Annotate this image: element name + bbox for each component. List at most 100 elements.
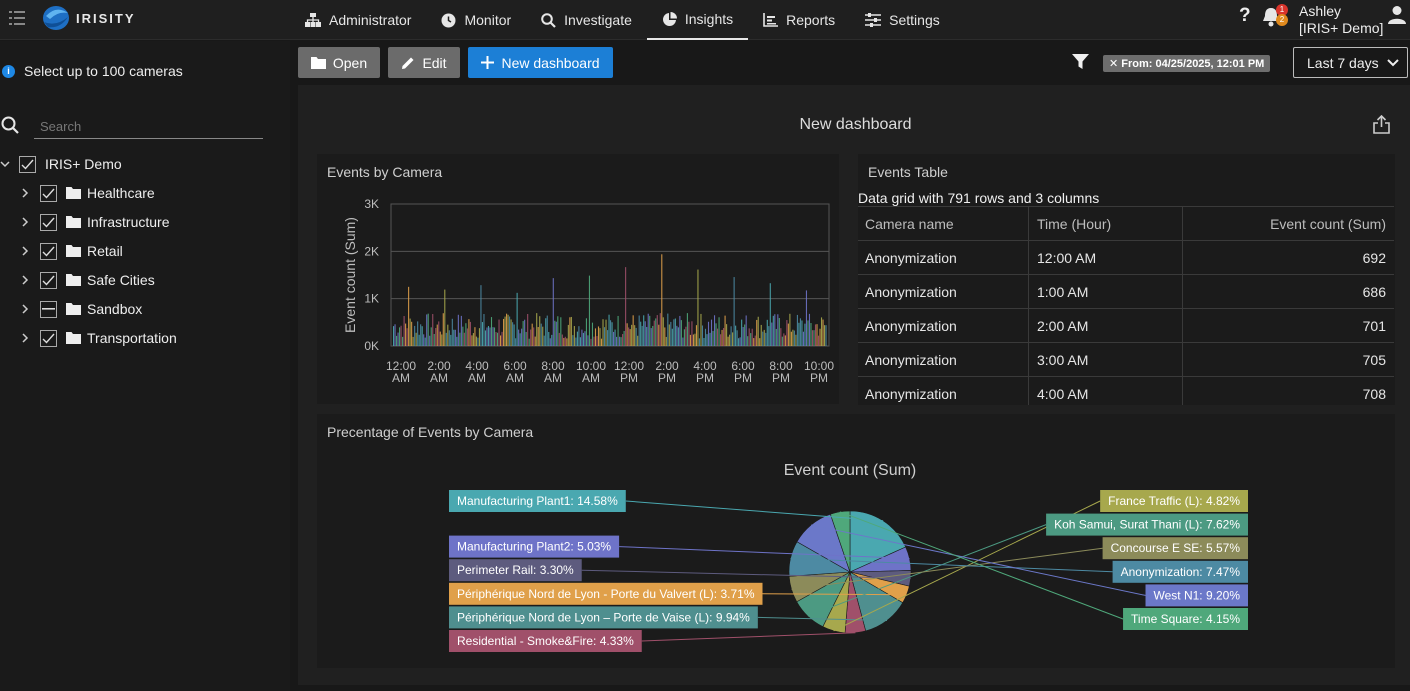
bar[interactable] [787, 323, 789, 346]
bar[interactable] [769, 283, 771, 346]
bar[interactable] [543, 335, 545, 346]
bar[interactable] [724, 315, 726, 346]
bar[interactable] [513, 324, 515, 346]
bar[interactable] [610, 320, 612, 346]
bar[interactable] [713, 315, 716, 346]
bar[interactable] [537, 327, 539, 346]
bar[interactable] [478, 328, 481, 346]
bar[interactable] [674, 318, 676, 346]
bar[interactable] [501, 331, 503, 346]
bar[interactable] [472, 333, 474, 346]
bar[interactable] [454, 329, 456, 346]
bar[interactable] [605, 319, 607, 346]
bar[interactable] [820, 317, 823, 346]
bar[interactable] [462, 326, 464, 346]
bar[interactable] [668, 324, 670, 346]
chevron-right-icon[interactable] [20, 188, 30, 198]
bar[interactable] [789, 313, 791, 346]
bar[interactable] [698, 338, 701, 346]
bar[interactable] [483, 314, 485, 346]
bar[interactable] [721, 329, 723, 346]
bar[interactable] [671, 328, 673, 346]
bar[interactable] [445, 332, 447, 346]
bar[interactable] [653, 320, 655, 346]
bar[interactable] [655, 318, 657, 346]
bar[interactable] [596, 336, 598, 346]
bar[interactable] [790, 331, 792, 346]
bar[interactable] [807, 320, 809, 346]
group-checkbox[interactable] [40, 329, 57, 347]
nav-reports[interactable]: Reports [748, 0, 850, 40]
bar[interactable] [686, 313, 688, 346]
bar[interactable] [753, 338, 755, 346]
bar[interactable] [435, 327, 437, 346]
chevron-right-icon[interactable] [20, 275, 30, 285]
bar[interactable] [540, 323, 542, 346]
bar[interactable] [600, 338, 603, 346]
bar[interactable] [536, 313, 538, 346]
bar[interactable] [706, 334, 708, 346]
bar[interactable] [640, 321, 642, 346]
bar[interactable] [736, 330, 738, 346]
bar[interactable] [492, 327, 494, 346]
bar[interactable] [643, 315, 645, 346]
bar[interactable] [810, 323, 812, 346]
chevron-right-icon[interactable] [20, 333, 30, 343]
bar[interactable] [512, 322, 514, 346]
bar[interactable] [813, 330, 815, 346]
bar[interactable] [718, 317, 720, 346]
bar[interactable] [760, 324, 762, 346]
bar[interactable] [507, 314, 509, 346]
bar[interactable] [570, 316, 572, 346]
column-header-camera[interactable]: Camera name [858, 207, 1029, 240]
bar[interactable] [670, 321, 672, 346]
bar[interactable] [744, 324, 746, 346]
bar[interactable] [515, 338, 517, 346]
bar[interactable] [754, 335, 756, 346]
bar[interactable] [638, 315, 640, 346]
bar[interactable] [563, 337, 565, 346]
bar[interactable] [778, 318, 780, 346]
menu-icon[interactable] [9, 11, 25, 25]
bar[interactable] [623, 330, 625, 346]
bar[interactable] [822, 319, 824, 346]
bar[interactable] [694, 333, 696, 346]
bar[interactable] [688, 321, 690, 346]
nav-administrator[interactable]: Administrator [290, 0, 426, 40]
bar[interactable] [549, 338, 551, 346]
bar[interactable] [403, 316, 405, 346]
bar[interactable] [594, 328, 597, 346]
bar[interactable] [644, 321, 646, 346]
chevron-down-icon[interactable] [0, 159, 10, 169]
bar[interactable] [658, 324, 660, 346]
bar[interactable] [567, 324, 569, 346]
bar[interactable] [716, 328, 719, 346]
bar[interactable] [617, 315, 619, 346]
bar[interactable] [531, 323, 533, 346]
bar[interactable] [632, 315, 634, 346]
bar[interactable] [490, 317, 493, 346]
tree-group-safe-cities[interactable]: Safe Cities [20, 270, 155, 290]
bar[interactable] [402, 336, 404, 346]
bar[interactable] [673, 319, 675, 346]
nav-monitor[interactable]: Monitor [426, 0, 526, 40]
bar[interactable] [635, 327, 637, 346]
bar[interactable] [683, 329, 685, 346]
bar[interactable] [603, 327, 606, 346]
column-header-count[interactable]: Event count (Sum) [1270, 215, 1386, 232]
bar[interactable] [530, 329, 532, 346]
bar[interactable] [521, 328, 523, 346]
bar[interactable] [486, 327, 488, 346]
table-row[interactable]: Anonymization 2:00 AM 701 [858, 309, 1394, 343]
bar[interactable] [498, 319, 500, 346]
bar[interactable] [542, 326, 544, 346]
bar[interactable] [539, 316, 541, 346]
bar[interactable] [447, 324, 449, 346]
bar[interactable] [608, 314, 610, 346]
nav-insights[interactable]: Insights [646, 0, 749, 40]
bar[interactable] [466, 328, 468, 346]
bar[interactable] [417, 321, 419, 346]
bar[interactable] [588, 275, 591, 346]
bar[interactable] [712, 330, 714, 346]
bar[interactable] [682, 337, 684, 346]
